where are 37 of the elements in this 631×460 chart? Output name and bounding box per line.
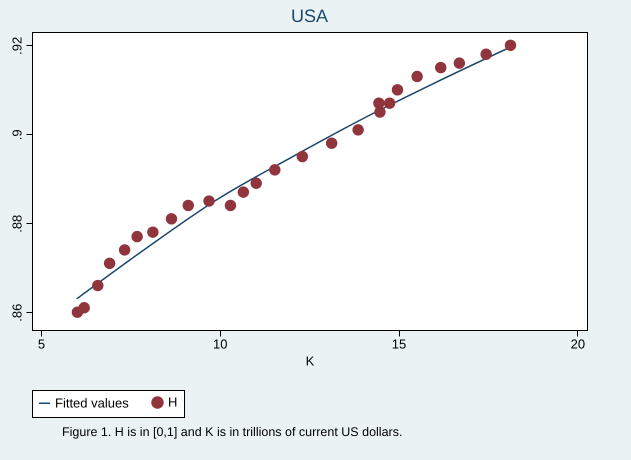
legend-label: Fitted values (55, 395, 130, 410)
x-tick-label: 20 (570, 336, 586, 352)
point (147, 226, 159, 238)
y-tick-label: .92 (10, 36, 24, 55)
point (203, 195, 215, 207)
point (326, 138, 338, 149)
point (250, 178, 262, 189)
point (504, 40, 516, 52)
point (374, 106, 386, 118)
point (392, 84, 404, 96)
point (411, 70, 423, 82)
legend-label: H (168, 394, 178, 410)
point (269, 164, 281, 176)
point (384, 97, 396, 109)
caption: Figure 1. H is in [0,1] and K is in trillions of current US dollars. (62, 425, 402, 439)
chart-title: USA (290, 6, 328, 26)
y-tick-label: .9 (10, 129, 24, 140)
point (435, 62, 446, 74)
point (224, 200, 236, 212)
point (166, 213, 178, 224)
point (238, 186, 250, 198)
x-tick-label: 15 (392, 336, 406, 352)
x-tick-label: 5 (38, 336, 46, 352)
y-tick-label: .86 (10, 304, 24, 322)
point (352, 124, 364, 136)
point (92, 280, 104, 292)
x-axis-title: K (306, 354, 315, 368)
point (131, 230, 143, 242)
point (182, 200, 194, 212)
point (118, 244, 130, 256)
point (78, 302, 90, 314)
point (104, 258, 116, 269)
x-tick-label: 10 (213, 336, 228, 352)
point (454, 57, 466, 69)
point (296, 150, 308, 162)
y-tick-label: .88 (10, 214, 24, 233)
point (480, 48, 492, 60)
